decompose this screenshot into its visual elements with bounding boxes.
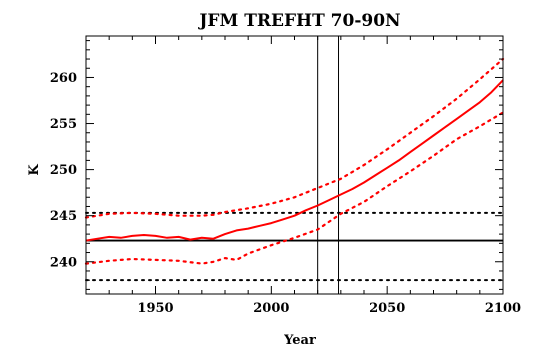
x-tick-label: 2000 <box>253 301 289 316</box>
y-tick-label: 240 <box>50 255 77 270</box>
x-tick-label: 1950 <box>137 301 173 316</box>
x-tick-label: 2050 <box>369 301 405 316</box>
chart-title: JFM TREFHT 70-90N <box>197 11 400 31</box>
y-tick-label: 250 <box>50 163 77 178</box>
ensemble-mean-line <box>85 79 504 242</box>
y-tick-label: 245 <box>50 209 77 224</box>
axes-layer: 1950 2000 2050 2100 240 245 250 255 260 <box>50 36 521 316</box>
plot-layer <box>84 36 505 294</box>
y-tick-label: 260 <box>50 71 77 86</box>
y-tick-label: 255 <box>50 117 77 132</box>
plot-frame <box>85 35 504 295</box>
x-tick-label: 2100 <box>485 301 521 316</box>
x-axis-label: Year <box>283 333 316 348</box>
upper-bound-line <box>84 57 505 219</box>
y-axis-label: K <box>27 164 42 176</box>
lower-bound-line <box>84 111 505 265</box>
